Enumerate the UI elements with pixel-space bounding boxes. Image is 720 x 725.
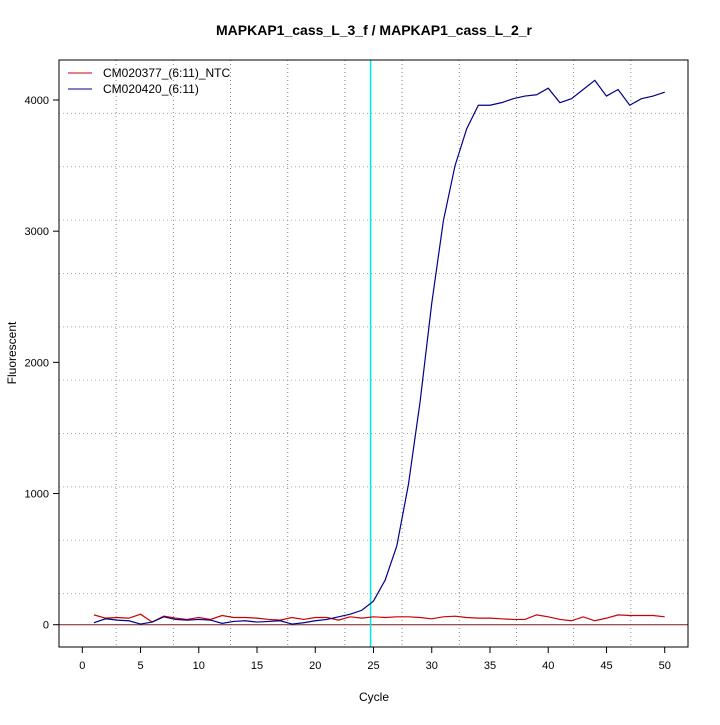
y-tick-label: 2000 — [25, 357, 49, 369]
x-tick-label: 5 — [137, 660, 143, 672]
x-tick-label: 35 — [484, 660, 496, 672]
x-axis-label: Cycle — [359, 690, 389, 704]
x-tick-label: 20 — [309, 660, 321, 672]
series-line-0 — [93, 613, 665, 623]
x-tick-label: 40 — [542, 660, 554, 672]
series-line-1 — [93, 79, 665, 625]
plot-frame — [58, 59, 689, 648]
x-tick-label: 0 — [79, 660, 85, 672]
y-tick-label: 4000 — [25, 95, 49, 107]
grid — [59, 60, 688, 647]
y-axis-label: Fluorescent — [5, 321, 19, 384]
legend-label-ntc: CM020377_(6:11)_NTC — [103, 66, 231, 80]
legend: CM020377_(6:11)_NTC CM020420_(6:11) — [68, 66, 231, 96]
plot-marks — [59, 60, 688, 647]
y-tick-label: 3000 — [25, 226, 49, 238]
axes: 0 5 10 15 20 25 30 35 40 45 50 0 1000 2000 3000 4000 — [25, 95, 671, 672]
x-tick-label: 15 — [251, 660, 263, 672]
x-tick-label: 10 — [193, 660, 205, 672]
y-tick-label: 0 — [43, 620, 49, 632]
x-tick-label: 45 — [600, 660, 612, 672]
x-tick-label: 50 — [659, 660, 671, 672]
chart-title: MAPKAP1_cass_L_3_f / MAPKAP1_cass_L_2_r — [216, 22, 532, 38]
legend-label-sample: CM020420_(6:11) — [103, 82, 199, 96]
x-tick-label: 25 — [367, 660, 379, 672]
y-tick-label: 1000 — [25, 489, 49, 501]
x-tick-label: 30 — [426, 660, 438, 672]
